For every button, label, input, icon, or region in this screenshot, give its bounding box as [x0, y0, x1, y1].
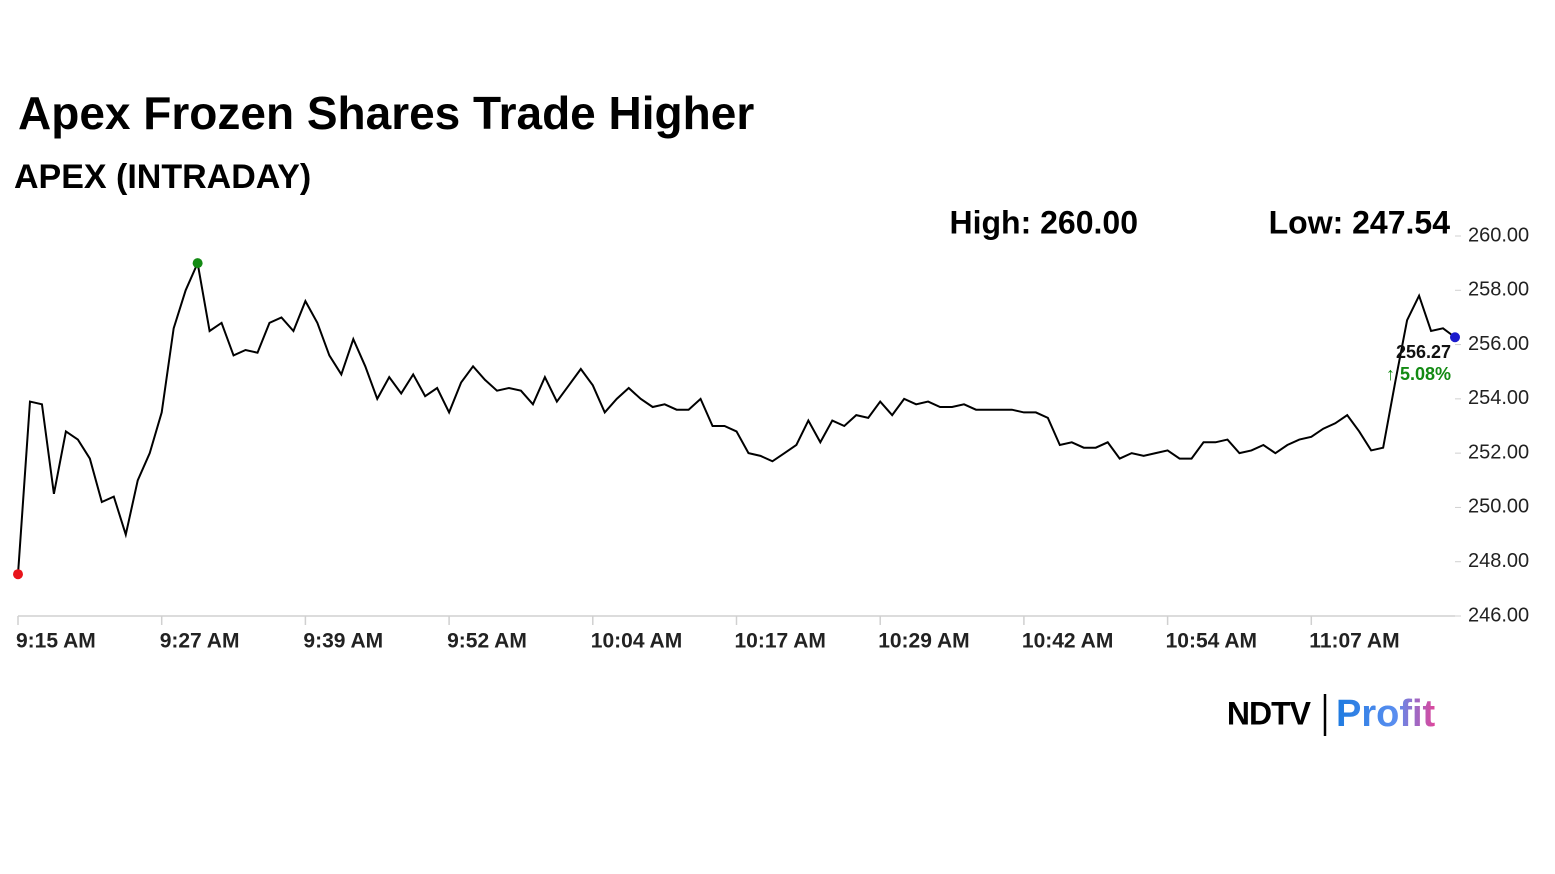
high-label: High: 260.00 — [949, 204, 1138, 240]
y-tick-label: 248.00 — [1468, 550, 1529, 572]
y-tick-label: 252.00 — [1468, 441, 1529, 463]
x-tick-label: 9:52 AM — [447, 630, 527, 653]
y-tick-label: 246.00 — [1468, 604, 1529, 626]
low-label: Low: 247.54 — [1269, 204, 1451, 240]
last-price-label: 256.27 — [1396, 342, 1451, 362]
x-tick-label: 9:39 AM — [303, 630, 383, 653]
y-tick-label: 250.00 — [1468, 496, 1529, 518]
low-marker — [13, 569, 23, 580]
x-tick-label: 11:07 AM — [1309, 630, 1399, 653]
price-line — [17, 259, 1456, 575]
product-logo: Profit — [1336, 693, 1436, 735]
last-marker — [1450, 332, 1460, 343]
chart-title: Apex Frozen Shares Trade Higher — [18, 87, 754, 139]
brand-logo: NDTV — [1227, 695, 1312, 731]
x-tick-label: 9:15 AM — [16, 630, 96, 653]
x-tick-label: 10:54 AM — [1166, 630, 1257, 653]
x-tick-label: 10:17 AM — [735, 630, 826, 653]
x-tick-label: 10:42 AM — [1022, 630, 1113, 653]
y-tick-label: 260.00 — [1468, 224, 1529, 246]
x-tick-label: 10:04 AM — [591, 630, 682, 653]
high-marker — [192, 258, 203, 269]
y-tick-label: 254.00 — [1468, 387, 1529, 409]
x-tick-label: 9:27 AM — [160, 630, 240, 653]
chart-subtitle: APEX (INTRADAY) — [14, 158, 311, 196]
y-tick-label: 256.00 — [1468, 333, 1529, 355]
y-tick-label: 258.00 — [1468, 279, 1529, 301]
x-tick-label: 10:29 AM — [878, 630, 969, 653]
change-label: ↑ 5.08% — [1386, 364, 1451, 384]
